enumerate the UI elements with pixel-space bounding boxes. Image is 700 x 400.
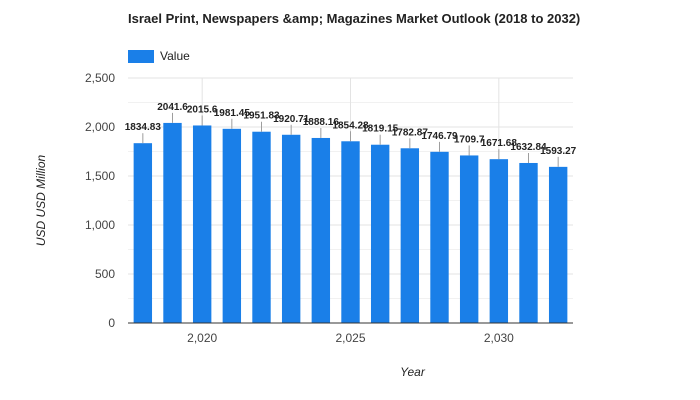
data-label: 1819.15 [362, 124, 399, 135]
bar [311, 137, 331, 323]
data-label: 2015.6 [187, 104, 218, 115]
bar [370, 144, 390, 323]
x-tick-label: 2,030 [484, 331, 514, 345]
data-label: 1782.87 [392, 127, 429, 138]
y-tick-label: 2,500 [85, 71, 115, 85]
data-label: 1834.83 [125, 122, 162, 133]
bar [222, 128, 242, 323]
bar [400, 148, 420, 323]
data-label: 1671.68 [481, 138, 518, 149]
data-label: 1593.27 [540, 146, 577, 157]
data-label: 1951.83 [243, 111, 280, 122]
data-label: 1632.84 [510, 142, 547, 153]
y-tick-label: 1,000 [85, 218, 115, 232]
legend: Value [128, 49, 190, 63]
bar [281, 134, 301, 323]
x-tick-label: 2,020 [187, 331, 217, 345]
data-label: 2041.6 [157, 102, 188, 113]
y-tick-label: 500 [95, 267, 115, 281]
bar [163, 122, 182, 323]
bar [252, 131, 271, 323]
y-axis-title: USD USD Million [34, 155, 48, 247]
y-tick-label: 0 [108, 316, 115, 330]
x-axis-title: Year [400, 365, 426, 379]
y-tick-label: 2,000 [85, 120, 115, 134]
bar [519, 162, 538, 323]
data-label: 1888.16 [303, 117, 340, 128]
data-label: 1709.7 [454, 134, 485, 145]
bar [133, 143, 153, 323]
bar [430, 151, 449, 323]
data-label: 1920.71 [273, 114, 310, 125]
bar [459, 155, 479, 323]
data-label: 1981.45 [214, 108, 251, 119]
x-tick-label: 2,025 [335, 331, 365, 345]
legend-label: Value [160, 49, 190, 63]
chart-title: Israel Print, Newspapers &amp; Magazines… [128, 11, 581, 26]
bar [341, 141, 360, 323]
legend-swatch [128, 49, 154, 63]
y-tick-label: 1,500 [85, 169, 115, 183]
bar [548, 166, 568, 323]
bar [489, 159, 509, 323]
data-label: 1746.79 [421, 131, 458, 142]
bar [192, 125, 212, 324]
data-label: 1854.28 [332, 120, 369, 131]
